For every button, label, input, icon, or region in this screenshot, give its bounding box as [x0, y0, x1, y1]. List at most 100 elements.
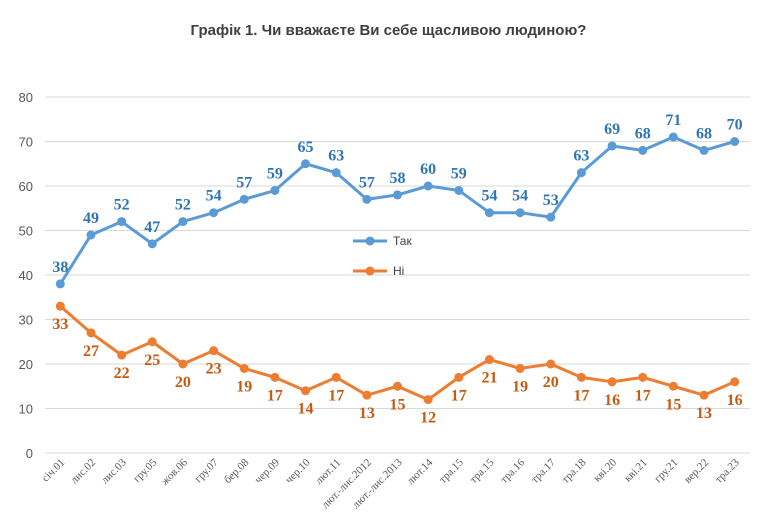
data-label: 15 [390, 396, 406, 413]
data-point [209, 208, 219, 218]
data-point [270, 185, 280, 195]
x-tick-label: вер.22 [682, 457, 711, 486]
x-tick-label: бер.08 [222, 456, 252, 486]
data-point [699, 145, 709, 155]
data-label: 38 [52, 259, 68, 276]
data-point [55, 301, 65, 311]
data-label: 13 [696, 405, 712, 422]
data-label: 68 [635, 125, 651, 142]
data-point [239, 194, 249, 204]
data-label: 57 [236, 174, 252, 191]
data-label: 22 [114, 365, 130, 382]
data-point [454, 185, 464, 195]
x-tick-label: лют.14 [405, 456, 436, 487]
data-label: 54 [206, 188, 222, 205]
data-label: 71 [665, 112, 681, 129]
gridlines [45, 96, 750, 454]
data-point [301, 159, 311, 169]
x-tick-label: гру.07 [192, 456, 221, 485]
data-label: 20 [543, 374, 559, 391]
y-axis-ticks: 0 10 20 30 40 50 60 70 80 [19, 90, 33, 461]
data-point [484, 355, 494, 365]
data-point [147, 239, 157, 249]
data-labels: 38 49 52 47 52 54 57 59 65 63 57 58 60 59 54 54 53 63 69 68… [52, 112, 742, 427]
data-point [178, 359, 188, 369]
data-point [576, 372, 586, 382]
data-label: 17 [573, 387, 589, 404]
data-point [239, 363, 249, 373]
data-label: 52 [114, 197, 130, 214]
x-tick-label: гру.05 [131, 456, 160, 485]
x-tick-label: тра.17 [529, 456, 558, 485]
x-tick-label: кві.20 [591, 456, 619, 484]
data-label: 14 [298, 401, 314, 418]
data-point [515, 363, 525, 373]
data-label: 59 [267, 165, 283, 182]
data-point [362, 194, 372, 204]
data-point [301, 386, 311, 396]
y-tick-label: 10 [19, 402, 33, 417]
x-tick-label: тра.15 [437, 456, 466, 485]
x-tick-label: тра.15 [468, 456, 497, 485]
data-label: 68 [696, 125, 712, 142]
x-tick-label: жов.06 [158, 456, 190, 488]
data-label: 54 [512, 188, 528, 205]
x-tick-label: чер.09 [253, 456, 283, 486]
data-point [270, 372, 280, 382]
data-label: 60 [420, 161, 436, 178]
x-tick-label: січ.01 [40, 457, 68, 485]
data-label: 53 [543, 192, 559, 209]
x-tick-label: тра.18 [559, 456, 588, 485]
data-point [117, 350, 127, 360]
x-tick-label: кві.21 [622, 457, 650, 485]
data-point [607, 377, 617, 387]
data-label: 52 [175, 197, 191, 214]
data-label: 59 [451, 165, 467, 182]
x-tick-label: гру.21 [652, 457, 680, 485]
x-tick-label: лис.03 [99, 456, 129, 486]
data-label: 47 [144, 219, 160, 236]
data-label: 69 [604, 121, 620, 138]
x-tick-label: чер.10 [283, 456, 313, 486]
data-point [362, 390, 372, 400]
x-tick-label: лис.02 [68, 457, 98, 487]
series-line [59, 135, 736, 285]
data-point [699, 390, 709, 400]
data-point [393, 381, 402, 391]
data-label: 54 [481, 188, 497, 205]
data-point [638, 372, 648, 382]
y-tick-label: 80 [19, 90, 33, 105]
data-label: 16 [727, 392, 743, 409]
y-tick-label: 30 [19, 313, 33, 328]
data-label: 13 [359, 405, 375, 422]
data-label: 57 [359, 174, 375, 191]
legend: Так Ні [353, 234, 412, 278]
data-point [423, 395, 433, 405]
y-tick-label: 50 [19, 224, 33, 239]
data-point [86, 328, 96, 338]
data-point [331, 372, 341, 382]
y-tick-label: 70 [19, 135, 33, 150]
legend-label: Ні [393, 264, 404, 278]
data-label: 17 [328, 387, 344, 404]
data-label: 27 [83, 343, 99, 360]
data-label: 58 [390, 170, 406, 187]
data-label: 23 [206, 361, 222, 378]
legend-marker [365, 236, 375, 246]
x-axis-ticks: січ.01 лис.02 лис.03 гру.05 жов.06 гру.07 бер.… [40, 456, 742, 511]
legend-marker [365, 266, 375, 276]
data-point [668, 381, 678, 391]
data-label: 19 [512, 378, 528, 395]
data-label: 17 [451, 387, 467, 404]
data-label: 65 [298, 139, 314, 156]
data-label: 12 [420, 410, 436, 427]
data-point [86, 230, 96, 240]
data-label: 15 [665, 396, 681, 413]
data-point [515, 208, 525, 218]
data-label: 17 [267, 387, 283, 404]
data-label: 17 [635, 387, 651, 404]
data-point [178, 217, 188, 227]
data-label: 63 [573, 148, 589, 165]
y-tick-label: 0 [26, 446, 33, 461]
data-point [393, 190, 402, 200]
